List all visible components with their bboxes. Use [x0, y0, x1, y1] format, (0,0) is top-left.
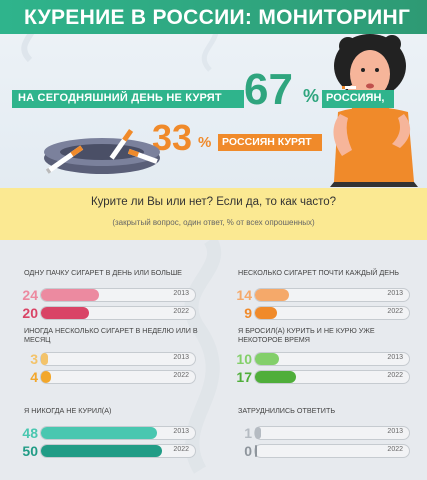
stat-bar-fill — [255, 445, 257, 457]
stat-year-label: 2013 — [387, 354, 403, 361]
smokers-suffix: РОССИЯН КУРЯТ — [222, 136, 312, 148]
stat-bar-fill — [41, 371, 51, 383]
stat-label: Я НИКОГДА НЕ КУРИЛ(А) — [24, 406, 112, 415]
stat-bar-track: 2013 — [254, 352, 410, 366]
stat-value-2013: 48 — [22, 425, 38, 441]
stat-bar-track: 2022 — [254, 370, 410, 384]
stat-year-label: 2013 — [173, 290, 189, 297]
stat-item: Я БРОСИЛ(А) КУРИТЬ И НЕ КУРЮ УЖЕ НЕКОТОР… — [214, 326, 419, 386]
title-bar: КУРЕНИЕ В РОССИИ: МОНИТОРИНГ — [0, 0, 427, 34]
stat-value-2022: 17 — [236, 369, 252, 385]
stat-item: Я НИКОГДА НЕ КУРИЛ(А) 48 2013 50 2022 — [0, 406, 205, 466]
page-title: КУРЕНИЕ В РОССИИ: МОНИТОРИНГ — [24, 6, 411, 29]
stat-year-label: 2022 — [387, 372, 403, 379]
stat-bar-fill — [255, 289, 289, 301]
stat-label: ОДНУ ПАЧКУ СИГАРЕТ В ДЕНЬ ИЛИ БОЛЬШЕ — [24, 268, 182, 277]
stat-bar-fill — [41, 445, 162, 457]
stat-bar-track: 2013 — [254, 426, 410, 440]
hero-section: КУРЕНИЕ В РОССИИ: МОНИТОРИНГ НА СЕГОДНЯШ… — [0, 0, 427, 188]
stat-year-label: 2022 — [173, 308, 189, 315]
stat-bar-fill — [41, 353, 49, 365]
stat-bar-fill — [255, 307, 277, 319]
non-smokers-suffix: РОССИЯН, — [326, 92, 385, 104]
stat-year-label: 2022 — [387, 308, 403, 315]
stat-value-2013: 10 — [236, 351, 252, 367]
stat-item: НЕСКОЛЬКО СИГАРЕТ ПОЧТИ КАЖДЫЙ ДЕНЬ 14 201… — [214, 268, 419, 328]
stat-bar-fill — [41, 289, 100, 301]
stat-value-2013: 1 — [244, 425, 252, 441]
stat-bar-track: 2013 — [40, 288, 196, 302]
non-smokers-prefix: НА СЕГОДНЯШНИЙ ДЕНЬ НЕ КУРЯТ — [18, 92, 222, 104]
stat-bar-track: 2022 — [40, 370, 196, 384]
stat-value-2013: 3 — [30, 351, 38, 367]
stats-section: ОДНУ ПАЧКУ СИГАРЕТ В ДЕНЬ ИЛИ БОЛЬШЕ 24 20… — [0, 240, 427, 480]
stat-bar-track: 2022 — [254, 306, 410, 320]
survey-question: Курите ли Вы или нет? Если да, то как ча… — [90, 196, 337, 208]
non-smokers-value: 67 — [244, 65, 293, 114]
stat-bar-track: 2022 — [40, 306, 196, 320]
survey-note: (закрытый вопрос, один ответ, % от всех … — [112, 218, 315, 227]
stat-label: ЗАТРУДНИЛИСЬ ОТВЕТИТЬ — [238, 406, 336, 415]
stat-year-label: 2022 — [173, 446, 189, 453]
stat-item: ЗАТРУДНИЛИСЬ ОТВЕТИТЬ 1 2013 0 2022 — [214, 406, 419, 466]
stat-value-2013: 24 — [22, 287, 38, 303]
stat-label: НЕСКОЛЬКО СИГАРЕТ ПОЧТИ КАЖДЫЙ ДЕНЬ — [238, 268, 399, 277]
stat-value-2022: 0 — [244, 443, 252, 459]
stat-bar-track: 2013 — [254, 288, 410, 302]
non-smokers-banner-right: РОССИЯН, — [322, 90, 394, 108]
stat-year-label: 2013 — [173, 354, 189, 361]
stat-bar-track: 2013 — [40, 426, 196, 440]
question-box: Курите ли Вы или нет? Если да, то как ча… — [0, 188, 427, 240]
stat-bar-track: 2013 — [40, 352, 196, 366]
stat-bar-fill — [41, 307, 90, 319]
ashtray-illustration — [44, 128, 160, 174]
stat-bar-track: 2022 — [254, 444, 410, 458]
stat-year-label: 2022 — [387, 446, 403, 453]
stat-item: ОДНУ ПАЧКУ СИГАРЕТ В ДЕНЬ ИЛИ БОЛЬШЕ 24 20… — [0, 268, 205, 328]
stat-bar-fill — [255, 427, 261, 439]
stat-year-label: 2013 — [387, 290, 403, 297]
non-smokers-percent: % — [303, 86, 320, 106]
stat-value-2013: 14 — [236, 287, 252, 303]
stat-bar-track: 2022 — [40, 444, 196, 458]
smokers-percent: % — [198, 134, 212, 151]
stat-item: ИНОГДА НЕСКОЛЬКО СИГАРЕТ В НЕДЕЛЮ ИЛИ В … — [0, 326, 205, 386]
non-smokers-banner-left: НА СЕГОДНЯШНИЙ ДЕНЬ НЕ КУРЯТ — [12, 90, 244, 108]
stat-year-label: 2022 — [173, 372, 189, 379]
stat-label: Я БРОСИЛ(А) КУРИТЬ И НЕ КУРЮ УЖЕ НЕКОТОР… — [238, 326, 375, 344]
stat-bar-fill — [41, 427, 158, 439]
smokers-banner: РОССИЯН КУРЯТ — [218, 134, 322, 151]
stat-bar-fill — [255, 371, 297, 383]
stat-year-label: 2013 — [387, 428, 403, 435]
stat-value-2022: 20 — [22, 305, 38, 321]
stat-value-2022: 50 — [22, 443, 38, 459]
stat-bar-fill — [255, 353, 280, 365]
stat-value-2022: 9 — [244, 305, 252, 321]
stat-year-label: 2013 — [173, 428, 189, 435]
stat-label: ИНОГДА НЕСКОЛЬКО СИГАРЕТ В НЕДЕЛЮ ИЛИ В … — [24, 326, 198, 344]
stat-value-2022: 4 — [30, 369, 38, 385]
woman-smoking-illustration — [330, 34, 418, 187]
